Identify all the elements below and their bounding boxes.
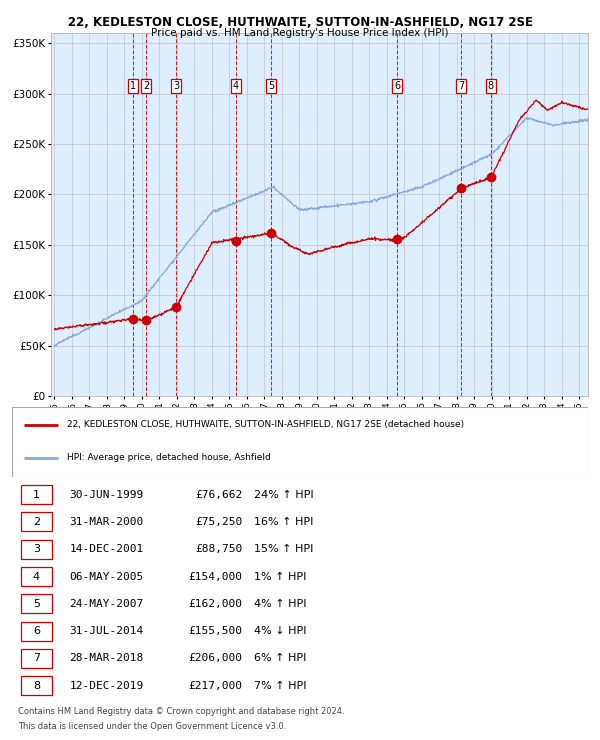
Text: 5: 5 <box>33 599 40 609</box>
Text: 4: 4 <box>233 81 239 91</box>
Text: 28-MAR-2018: 28-MAR-2018 <box>70 653 144 663</box>
Text: This data is licensed under the Open Government Licence v3.0.: This data is licensed under the Open Gov… <box>18 722 286 731</box>
Text: 8: 8 <box>33 681 40 690</box>
FancyBboxPatch shape <box>20 622 52 641</box>
Text: 2: 2 <box>33 517 40 527</box>
Text: 31-JUL-2014: 31-JUL-2014 <box>70 626 144 636</box>
Text: 6: 6 <box>394 81 400 91</box>
Text: £155,500: £155,500 <box>188 626 242 636</box>
Text: 3: 3 <box>33 544 40 554</box>
FancyBboxPatch shape <box>12 407 588 477</box>
Text: 22, KEDLESTON CLOSE, HUTHWAITE, SUTTON-IN-ASHFIELD, NG17 2SE (detached house): 22, KEDLESTON CLOSE, HUTHWAITE, SUTTON-I… <box>67 420 464 429</box>
Text: HPI: Average price, detached house, Ashfield: HPI: Average price, detached house, Ashf… <box>67 453 271 462</box>
Text: 15% ↑ HPI: 15% ↑ HPI <box>254 544 313 554</box>
Text: 14-DEC-2001: 14-DEC-2001 <box>70 544 144 554</box>
FancyBboxPatch shape <box>20 485 52 504</box>
Text: 6: 6 <box>33 626 40 636</box>
Text: £217,000: £217,000 <box>188 681 242 690</box>
Text: 30-JUN-1999: 30-JUN-1999 <box>70 490 144 500</box>
Text: £162,000: £162,000 <box>188 599 242 609</box>
Text: Contains HM Land Registry data © Crown copyright and database right 2024.: Contains HM Land Registry data © Crown c… <box>18 707 344 716</box>
Text: £75,250: £75,250 <box>195 517 242 527</box>
Text: 8: 8 <box>488 81 494 91</box>
FancyBboxPatch shape <box>20 649 52 668</box>
FancyBboxPatch shape <box>20 676 52 695</box>
Text: Price paid vs. HM Land Registry's House Price Index (HPI): Price paid vs. HM Land Registry's House … <box>151 28 449 38</box>
Text: 7: 7 <box>33 653 40 663</box>
Text: 1: 1 <box>130 81 136 91</box>
Text: 6% ↑ HPI: 6% ↑ HPI <box>254 653 306 663</box>
Text: £88,750: £88,750 <box>195 544 242 554</box>
Text: £154,000: £154,000 <box>188 571 242 582</box>
Text: 1: 1 <box>33 490 40 500</box>
Text: 7% ↑ HPI: 7% ↑ HPI <box>254 681 307 690</box>
Text: 4: 4 <box>33 571 40 582</box>
FancyBboxPatch shape <box>20 539 52 559</box>
Text: 7: 7 <box>458 81 464 91</box>
FancyBboxPatch shape <box>20 594 52 613</box>
Text: 06-MAY-2005: 06-MAY-2005 <box>70 571 144 582</box>
Text: 16% ↑ HPI: 16% ↑ HPI <box>254 517 313 527</box>
Text: 4% ↓ HPI: 4% ↓ HPI <box>254 626 307 636</box>
Text: 5: 5 <box>268 81 274 91</box>
Text: 12-DEC-2019: 12-DEC-2019 <box>70 681 144 690</box>
Text: 1% ↑ HPI: 1% ↑ HPI <box>254 571 306 582</box>
Text: £206,000: £206,000 <box>188 653 242 663</box>
Text: 24-MAY-2007: 24-MAY-2007 <box>70 599 144 609</box>
Text: 2: 2 <box>143 81 149 91</box>
Text: £76,662: £76,662 <box>195 490 242 500</box>
Text: 24% ↑ HPI: 24% ↑ HPI <box>254 490 314 500</box>
Text: 31-MAR-2000: 31-MAR-2000 <box>70 517 144 527</box>
Text: 22, KEDLESTON CLOSE, HUTHWAITE, SUTTON-IN-ASHFIELD, NG17 2SE: 22, KEDLESTON CLOSE, HUTHWAITE, SUTTON-I… <box>67 16 533 30</box>
Text: 3: 3 <box>173 81 179 91</box>
Text: 4% ↑ HPI: 4% ↑ HPI <box>254 599 307 609</box>
FancyBboxPatch shape <box>20 512 52 531</box>
FancyBboxPatch shape <box>20 567 52 586</box>
